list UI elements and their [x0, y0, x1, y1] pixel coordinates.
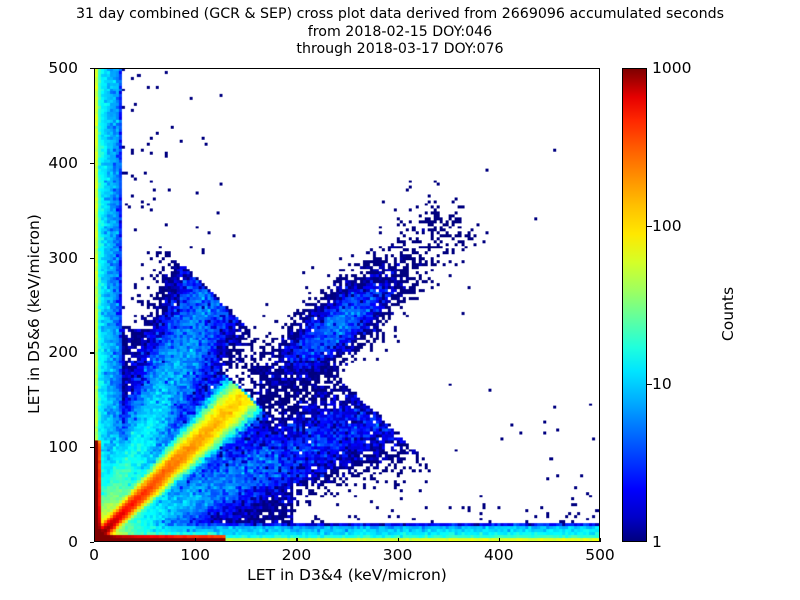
y-tick-mark — [90, 542, 94, 544]
colorbar-tick-mark — [647, 226, 652, 228]
x-axis-tick-labels: 0 100 200 300 400 500 — [89, 546, 615, 572]
x-axis-ticks — [94, 538, 602, 543]
y-tick-label: 400 — [48, 153, 78, 172]
y-axis-label: LET in D5&6 (keV/micron) — [25, 214, 43, 414]
y-axis-tick-labels: 0 100 200 300 400 500 — [0, 59, 88, 551]
x-tick-mark — [498, 538, 500, 542]
plot-title-line-2: from 2018-02-15 DOY:046 — [307, 23, 493, 40]
x-tick-mark — [94, 538, 96, 542]
plot-title-line-1: 31 day combined (GCR & SEP) cross plot d… — [76, 6, 724, 22]
x-tick-label: 100 — [180, 546, 210, 564]
y-tick-label: 200 — [48, 343, 78, 362]
plot-axes-area — [94, 68, 600, 542]
colorbar-tick-label: 10 — [652, 375, 672, 393]
colorbar-tick-mark — [647, 384, 652, 386]
colorbar-gradient — [622, 68, 647, 542]
x-tick-mark — [195, 538, 197, 542]
y-tick-label: 300 — [48, 248, 78, 267]
x-tick-label: 300 — [382, 546, 413, 564]
density-heatmap — [95, 69, 599, 541]
y-tick-mark — [90, 162, 94, 164]
plot-title: 31 day combined (GCR & SEP) cross plot d… — [0, 6, 800, 59]
y-axis-ticks — [90, 68, 95, 544]
x-tick-label: 0 — [89, 546, 99, 564]
y-tick-mark — [90, 68, 94, 70]
y-tick-label: 0 — [68, 533, 78, 551]
y-tick-mark — [90, 352, 94, 354]
x-tick-mark — [296, 538, 298, 542]
colorbar-label: Counts — [719, 286, 737, 342]
y-tick-mark — [90, 257, 94, 259]
colorbar-ticks — [622, 68, 652, 542]
y-tick-label: 500 — [48, 59, 78, 77]
colorbar-tick-label: 1 — [652, 533, 662, 551]
x-tick-mark — [600, 538, 602, 542]
y-tick-mark — [90, 447, 94, 449]
plot-title-line-3: through 2018-03-17 DOY:076 — [296, 41, 504, 58]
x-tick-label: 400 — [484, 546, 514, 564]
x-tick-label: 200 — [281, 546, 312, 564]
colorbar-tick-label: 100 — [652, 217, 682, 235]
colorbar-tick-label: 1000 — [652, 59, 692, 77]
x-axis-label: LET in D3&4 (keV/micron) — [247, 566, 447, 584]
y-tick-label: 100 — [48, 438, 78, 457]
x-tick-label: 500 — [585, 546, 615, 564]
x-tick-mark — [397, 538, 399, 542]
